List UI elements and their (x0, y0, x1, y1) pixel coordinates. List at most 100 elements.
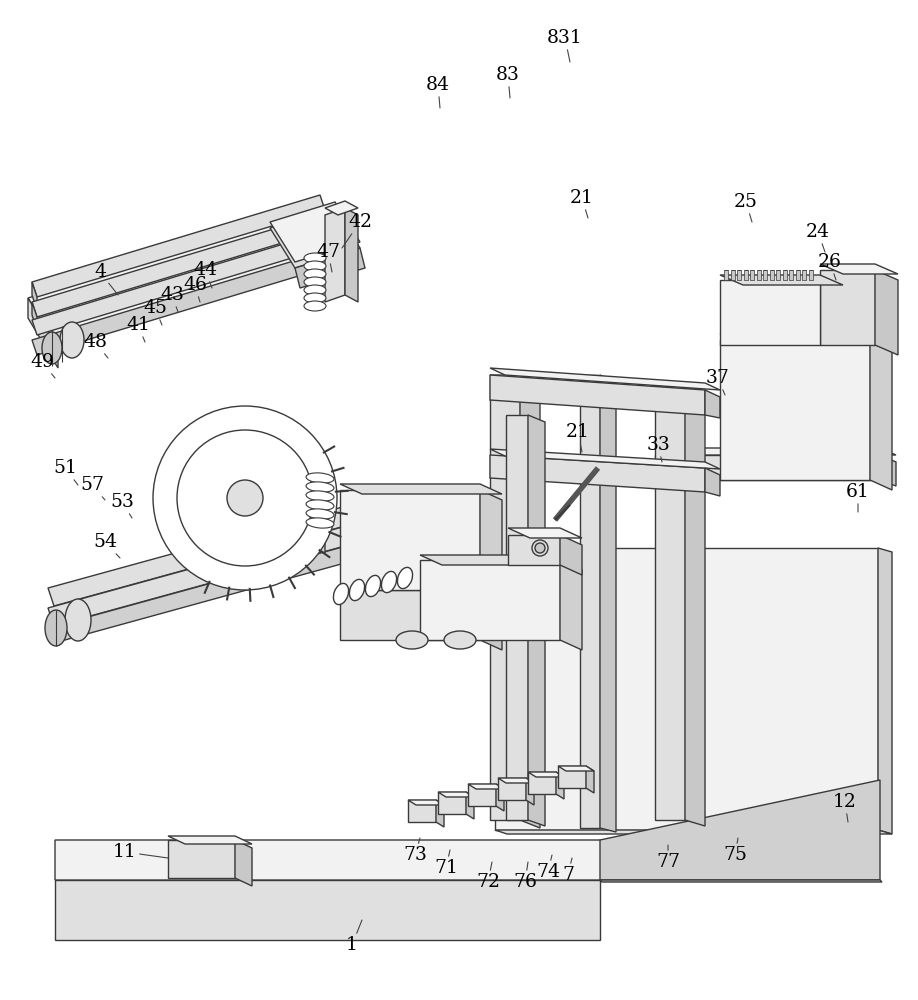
Ellipse shape (306, 491, 334, 501)
Polygon shape (438, 792, 466, 814)
Polygon shape (526, 778, 534, 805)
Ellipse shape (306, 482, 334, 492)
Polygon shape (685, 390, 705, 826)
Polygon shape (506, 415, 528, 820)
Polygon shape (466, 792, 474, 819)
Ellipse shape (444, 631, 476, 649)
Text: 48: 48 (83, 333, 108, 358)
Polygon shape (468, 784, 496, 806)
Circle shape (535, 543, 545, 553)
Ellipse shape (304, 277, 326, 287)
Polygon shape (870, 340, 892, 490)
Text: 45: 45 (143, 299, 167, 325)
Ellipse shape (397, 567, 412, 589)
Polygon shape (345, 208, 358, 302)
Ellipse shape (333, 583, 349, 605)
Polygon shape (48, 520, 374, 626)
Polygon shape (32, 253, 325, 355)
Polygon shape (520, 380, 540, 828)
Polygon shape (32, 233, 325, 335)
Polygon shape (168, 840, 235, 878)
Text: 49: 49 (30, 353, 55, 378)
Polygon shape (495, 830, 892, 834)
Text: 12: 12 (833, 793, 856, 822)
Text: 42: 42 (342, 213, 372, 248)
Ellipse shape (381, 571, 397, 593)
Polygon shape (820, 270, 875, 345)
Polygon shape (655, 455, 880, 480)
Text: 84: 84 (426, 76, 450, 108)
Ellipse shape (304, 269, 326, 279)
Polygon shape (55, 840, 880, 880)
Polygon shape (32, 195, 325, 297)
Polygon shape (560, 535, 582, 575)
Text: 7: 7 (562, 858, 574, 884)
Ellipse shape (60, 322, 84, 358)
Ellipse shape (306, 500, 334, 510)
Text: 11: 11 (113, 843, 168, 861)
Circle shape (153, 406, 337, 590)
Circle shape (227, 480, 263, 516)
Polygon shape (809, 270, 812, 280)
Text: 71: 71 (434, 850, 458, 877)
Polygon shape (32, 302, 37, 330)
Text: 72: 72 (476, 862, 500, 891)
Polygon shape (705, 390, 720, 418)
Polygon shape (789, 270, 793, 280)
Polygon shape (420, 555, 582, 565)
Polygon shape (763, 270, 767, 280)
Polygon shape (270, 208, 360, 268)
Polygon shape (340, 490, 480, 590)
Polygon shape (340, 484, 502, 494)
Polygon shape (28, 298, 58, 368)
Text: 83: 83 (496, 66, 520, 98)
Polygon shape (32, 282, 37, 310)
Text: 831: 831 (547, 29, 583, 62)
Text: 21: 21 (570, 189, 594, 218)
Polygon shape (528, 415, 545, 826)
Polygon shape (295, 248, 365, 288)
Polygon shape (420, 560, 560, 640)
Polygon shape (756, 270, 760, 280)
Polygon shape (802, 270, 806, 280)
Polygon shape (705, 468, 720, 496)
Ellipse shape (45, 610, 67, 646)
Polygon shape (28, 210, 345, 348)
Polygon shape (305, 455, 325, 553)
Polygon shape (438, 792, 474, 797)
Polygon shape (880, 455, 896, 486)
Polygon shape (580, 375, 600, 828)
Text: 53: 53 (110, 493, 134, 518)
Text: 41: 41 (126, 316, 150, 342)
Polygon shape (325, 208, 345, 302)
Text: 26: 26 (818, 253, 842, 280)
Ellipse shape (304, 261, 326, 271)
Polygon shape (168, 836, 252, 844)
Polygon shape (55, 880, 600, 940)
Text: 77: 77 (656, 845, 680, 871)
Polygon shape (495, 548, 878, 830)
Text: 76: 76 (513, 862, 537, 891)
Polygon shape (875, 270, 898, 355)
Text: 57: 57 (80, 476, 105, 500)
Polygon shape (655, 448, 896, 455)
Text: 74: 74 (536, 855, 560, 881)
Ellipse shape (350, 579, 364, 601)
Text: 54: 54 (93, 533, 120, 558)
Polygon shape (560, 560, 582, 650)
Polygon shape (496, 784, 504, 811)
Ellipse shape (304, 253, 326, 263)
Polygon shape (490, 375, 705, 415)
Polygon shape (556, 772, 564, 799)
Polygon shape (820, 264, 898, 274)
Polygon shape (720, 340, 870, 480)
Polygon shape (750, 270, 754, 280)
Polygon shape (769, 270, 774, 280)
Text: 1: 1 (346, 920, 362, 954)
Circle shape (532, 540, 548, 556)
Polygon shape (490, 455, 705, 492)
Polygon shape (720, 334, 892, 344)
Text: 75: 75 (723, 838, 747, 864)
Ellipse shape (306, 473, 334, 483)
Polygon shape (878, 548, 892, 834)
